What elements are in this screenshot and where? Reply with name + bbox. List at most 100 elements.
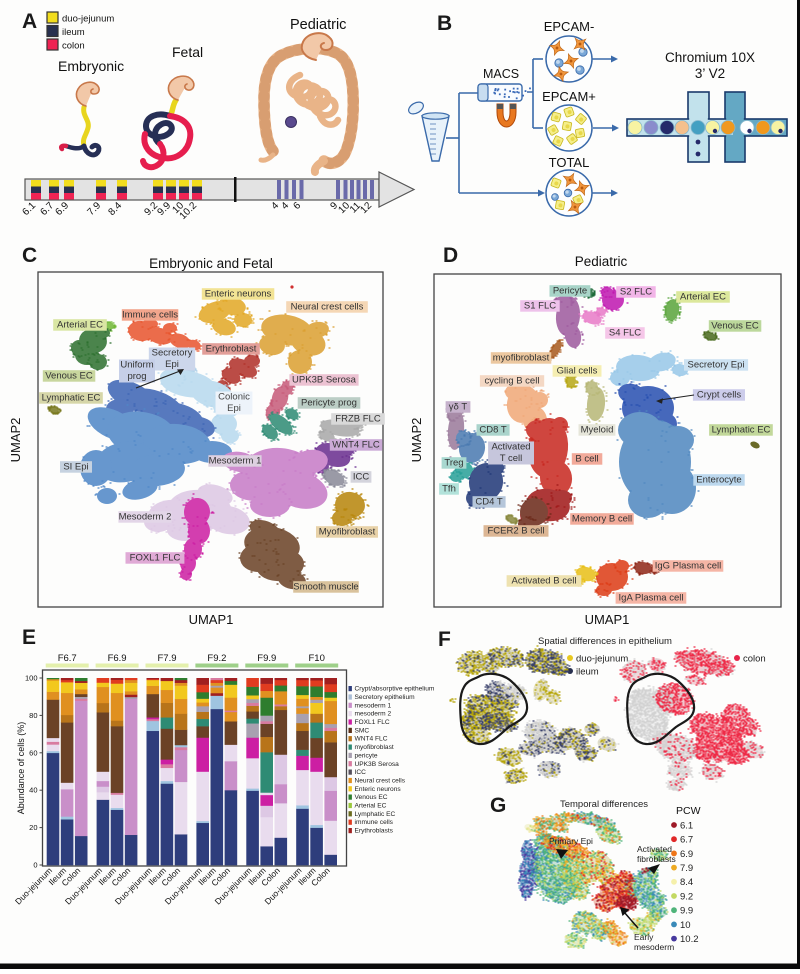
svg-text:duo-jejunum: duo-jejunum bbox=[576, 654, 628, 665]
svg-text:Pericyte: Pericyte bbox=[553, 285, 587, 296]
svg-text:duo-jejunum: duo-jejunum bbox=[62, 14, 114, 25]
svg-text:Arterial EC: Arterial EC bbox=[355, 803, 387, 810]
svg-text:Chromium 10X: Chromium 10X bbox=[665, 50, 755, 65]
svg-text:cycling B cell: cycling B cell bbox=[485, 375, 540, 386]
svg-text:S4 FLC: S4 FLC bbox=[609, 327, 641, 338]
svg-text:Lymphatic EC: Lymphatic EC bbox=[355, 811, 396, 818]
svg-text:Arterial EC: Arterial EC bbox=[57, 319, 103, 330]
svg-text:Secretory Epi: Secretory Epi bbox=[687, 359, 744, 370]
svg-text:ileum: ileum bbox=[576, 667, 599, 678]
svg-text:Secretory: Secretory bbox=[152, 348, 193, 359]
svg-text:prog: prog bbox=[127, 371, 146, 382]
svg-text:fibroblasts: fibroblasts bbox=[637, 854, 676, 864]
svg-text:F6.9: F6.9 bbox=[108, 653, 127, 664]
svg-text:S2 FLC: S2 FLC bbox=[620, 286, 652, 297]
svg-text:Primary Epi: Primary Epi bbox=[549, 836, 593, 846]
svg-text:Epi: Epi bbox=[227, 403, 241, 414]
svg-text:Immune cells: Immune cells bbox=[122, 309, 178, 320]
svg-text:Mesoderm 2: Mesoderm 2 bbox=[119, 511, 172, 522]
svg-text:Arterial EC: Arterial EC bbox=[680, 291, 726, 302]
svg-text:ICC: ICC bbox=[355, 769, 367, 776]
svg-text:100: 100 bbox=[25, 674, 38, 683]
svg-text:F9.9: F9.9 bbox=[257, 653, 276, 664]
svg-text:Crypt cells: Crypt cells bbox=[697, 389, 742, 400]
svg-text:UMAP1: UMAP1 bbox=[189, 612, 234, 627]
svg-text:Erythroblasts: Erythroblasts bbox=[355, 828, 394, 835]
svg-text:A: A bbox=[22, 10, 37, 33]
svg-text:EPCAM-: EPCAM- bbox=[544, 19, 595, 34]
svg-text:Myofibroblast: Myofibroblast bbox=[319, 526, 376, 537]
svg-text:γδ T: γδ T bbox=[449, 401, 468, 412]
svg-text:IgA Plasma cell: IgA Plasma cell bbox=[619, 592, 684, 603]
svg-text:Uniform: Uniform bbox=[120, 360, 153, 371]
svg-text:Glial cells: Glial cells bbox=[557, 365, 598, 376]
svg-text:Erythroblast: Erythroblast bbox=[206, 343, 257, 354]
svg-text:C: C bbox=[22, 244, 37, 267]
svg-text:Activated: Activated bbox=[637, 844, 672, 854]
svg-text:immune cells: immune cells bbox=[355, 819, 394, 826]
svg-text:Fetal: Fetal bbox=[172, 44, 203, 60]
svg-text:Mesoderm 1: Mesoderm 1 bbox=[209, 455, 262, 466]
svg-text:0: 0 bbox=[33, 861, 37, 870]
svg-text:myofibroblast: myofibroblast bbox=[355, 744, 394, 751]
svg-text:Epi: Epi bbox=[165, 359, 179, 370]
svg-text:3’ V2: 3’ V2 bbox=[695, 66, 725, 81]
svg-text:Pericyte prog: Pericyte prog bbox=[301, 397, 357, 408]
svg-text:UPK3B Serosa: UPK3B Serosa bbox=[355, 761, 400, 768]
svg-text:Abundance of cells (%): Abundance of cells (%) bbox=[16, 722, 26, 815]
svg-text:Embryonic: Embryonic bbox=[58, 58, 124, 74]
svg-text:Enteric neurons: Enteric neurons bbox=[355, 786, 402, 793]
svg-text:IgG Plasma cell: IgG Plasma cell bbox=[655, 560, 722, 571]
svg-text:CD4 T: CD4 T bbox=[475, 496, 502, 507]
svg-text:Lymphatic EC: Lymphatic EC bbox=[712, 424, 771, 435]
svg-text:40: 40 bbox=[29, 786, 37, 795]
svg-text:Spatial differences in epithel: Spatial differences in epithelium bbox=[538, 636, 672, 647]
svg-text:Enterocyte: Enterocyte bbox=[696, 474, 741, 485]
svg-text:9.9: 9.9 bbox=[680, 906, 693, 917]
svg-text:UMAP2: UMAP2 bbox=[409, 418, 424, 463]
svg-text:mesoderm: mesoderm bbox=[634, 942, 674, 952]
svg-text:D: D bbox=[443, 244, 458, 267]
svg-text:F7.9: F7.9 bbox=[157, 653, 176, 664]
svg-text:F10: F10 bbox=[309, 653, 325, 664]
svg-text:mesoderm 1: mesoderm 1 bbox=[355, 702, 392, 709]
svg-text:Neural crest cells: Neural crest cells bbox=[355, 778, 406, 785]
svg-text:Venous EC: Venous EC bbox=[45, 370, 93, 381]
svg-text:PCW: PCW bbox=[676, 805, 701, 817]
svg-text:ICC: ICC bbox=[353, 471, 370, 482]
svg-text:80: 80 bbox=[29, 711, 37, 720]
svg-text:Neural crest cells: Neural crest cells bbox=[291, 301, 364, 312]
svg-text:Tfh: Tfh bbox=[442, 483, 456, 494]
svg-text:Myeloid: Myeloid bbox=[581, 424, 614, 435]
svg-text:colon: colon bbox=[62, 41, 85, 52]
svg-text:UPK3B Serosa: UPK3B Serosa bbox=[292, 374, 357, 385]
svg-text:CD8 T: CD8 T bbox=[479, 424, 506, 435]
svg-text:Secretory epithelium: Secretory epithelium bbox=[355, 694, 416, 701]
svg-text:WNT4 FLC: WNT4 FLC bbox=[332, 439, 380, 450]
svg-text:TOTAL: TOTAL bbox=[549, 155, 590, 170]
svg-text:F6.7: F6.7 bbox=[58, 653, 77, 664]
svg-text:E: E bbox=[22, 626, 36, 649]
svg-text:EPCAM+: EPCAM+ bbox=[542, 89, 596, 104]
svg-text:Crypt/absorptive epithelium: Crypt/absorptive epithelium bbox=[355, 686, 435, 693]
svg-text:Early: Early bbox=[634, 932, 654, 942]
svg-text:8.4: 8.4 bbox=[680, 877, 693, 888]
svg-text:UMAP2: UMAP2 bbox=[8, 418, 23, 463]
svg-text:Venous EC: Venous EC bbox=[711, 320, 759, 331]
svg-text:T cell: T cell bbox=[500, 453, 523, 464]
svg-text:B: B bbox=[437, 12, 452, 35]
svg-text:Lymphatic EC: Lymphatic EC bbox=[42, 392, 101, 403]
svg-text:7.9: 7.9 bbox=[680, 863, 693, 874]
svg-text:10.2: 10.2 bbox=[680, 934, 699, 945]
svg-text:B cell: B cell bbox=[575, 453, 598, 464]
svg-text:FRZB FLC: FRZB FLC bbox=[335, 413, 381, 424]
svg-text:Pediatric: Pediatric bbox=[290, 17, 346, 33]
svg-text:pericyte: pericyte bbox=[355, 752, 378, 759]
svg-text:20: 20 bbox=[29, 823, 37, 832]
svg-text:UMAP1: UMAP1 bbox=[585, 612, 630, 627]
svg-text:F9.2: F9.2 bbox=[207, 653, 226, 664]
svg-text:SMC: SMC bbox=[355, 727, 370, 734]
svg-text:6.9: 6.9 bbox=[680, 849, 693, 860]
svg-text:Smooth muscle: Smooth muscle bbox=[293, 581, 358, 592]
svg-text:F: F bbox=[438, 628, 451, 651]
